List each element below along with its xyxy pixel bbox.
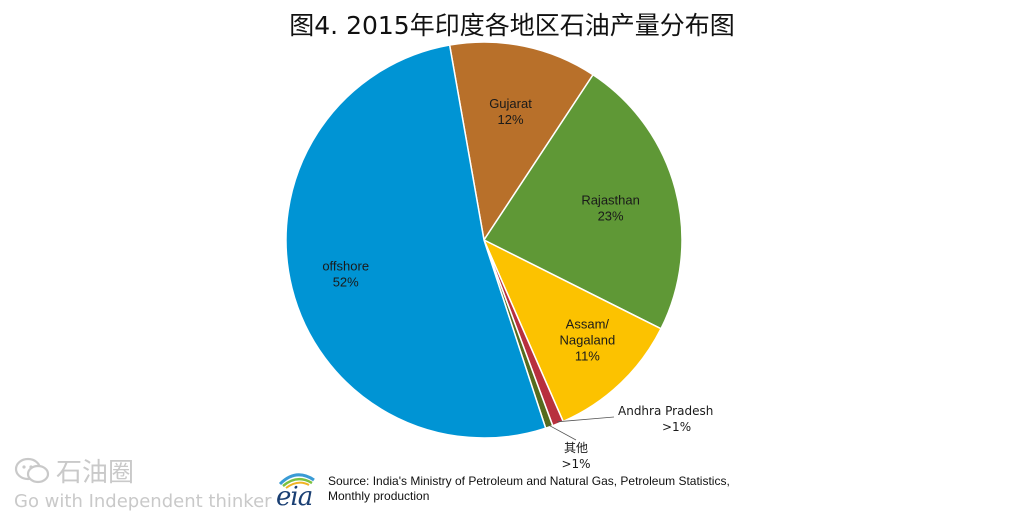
chart-title: 图4. 2015年印度各地区石油产量分布图 — [289, 11, 735, 40]
source-block: eia Source: India's Ministry of Petroleu… — [274, 470, 768, 512]
slice-label-gujarat: Gujarat 12% — [489, 96, 532, 127]
slice-label-assam-nagaland: Assam/Nagaland 11% — [560, 317, 616, 364]
pie-slice-rajasthan — [482, 73, 683, 330]
pie-slice-offshore — [285, 44, 547, 439]
pie-slice-assam-nagaland — [482, 238, 662, 423]
watermark-tagline: Go with Independent thinker — [14, 491, 272, 512]
slice-label-rajasthan: Rajasthan 23% — [581, 192, 640, 223]
eia-logo-text: eia — [276, 482, 313, 512]
pie-slice-gujarat — [448, 41, 595, 242]
slice-label-andhra-pradesh: Andhra Pradesh >1% — [618, 404, 713, 434]
watermark: 石油圈 Go with Independent thinker — [14, 452, 272, 512]
eia-logo: eia — [274, 470, 324, 512]
eia-arc-icon — [278, 473, 315, 489]
slice-label-offshore: offshore 52% — [322, 259, 369, 290]
slice-label-other: 其他>1% — [561, 441, 590, 471]
wechat-icon — [14, 457, 50, 483]
watermark-brand: 石油圈 — [56, 458, 135, 488]
source-text: Source: India's Ministry of Petroleum an… — [328, 474, 730, 503]
leader-line-other — [548, 424, 577, 441]
leader-line-andhra-pradesh — [557, 416, 615, 423]
